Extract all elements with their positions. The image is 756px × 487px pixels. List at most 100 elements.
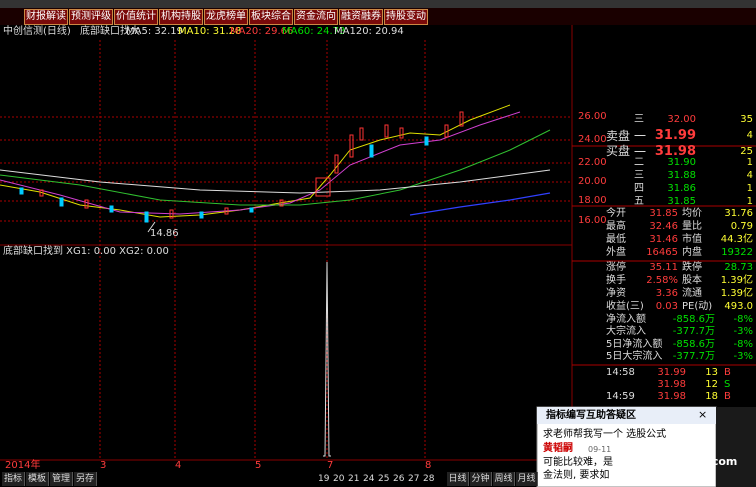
ma-label: MA5: 32.19	[126, 26, 184, 37]
book-price: 31.85	[667, 196, 696, 207]
trade-volume: 18	[705, 391, 718, 402]
flow-pct: -3%	[733, 326, 753, 337]
book-label: 买盘	[606, 144, 631, 158]
trade-side: S	[724, 379, 731, 390]
flow-pct: -8%	[733, 339, 753, 350]
bottom-tab[interactable]: 指标	[2, 472, 25, 486]
date-label: 5	[255, 460, 262, 471]
toolbar-tab[interactable]: 资金流向	[294, 9, 338, 25]
period-tab[interactable]: 月线	[516, 472, 538, 486]
book-price: 31.86	[667, 183, 696, 194]
trade-price: 31.98	[657, 391, 686, 402]
ma-line	[0, 169, 551, 194]
book-level: 一	[634, 129, 647, 143]
book-volume: 35	[740, 114, 753, 125]
toolbar-tab[interactable]: 持股变动	[384, 9, 428, 25]
book-volume: 1	[746, 157, 753, 168]
date-label: 8	[425, 460, 432, 471]
popup-title: 指标编写互助答疑区	[546, 410, 636, 421]
date-label: 7	[327, 460, 334, 471]
day-label: 20	[333, 474, 345, 484]
period-tab[interactable]: 分钟	[470, 472, 492, 486]
stat-label: 流通	[682, 288, 702, 299]
stat-value: 35.11	[649, 262, 678, 273]
book-volume: 1	[746, 196, 753, 207]
book-price: 31.88	[667, 170, 696, 181]
stat-value: 0.03	[655, 301, 678, 312]
flow-value: -858.6万	[672, 339, 715, 350]
flow-value: -377.7万	[672, 326, 715, 337]
trade-time: 14:59	[606, 391, 635, 402]
flow-label: 5日净流入额	[606, 339, 663, 350]
stat-value: 2.58%	[646, 275, 678, 286]
day-label: 25	[378, 474, 390, 484]
flow-value: -858.6万	[672, 314, 715, 325]
stat-value: 44.3亿	[720, 234, 753, 245]
price-tick: 16.00	[578, 215, 607, 226]
flow-pct: -8%	[733, 314, 753, 325]
stat-value: 31.85	[649, 208, 678, 219]
stat-label: 市值	[682, 234, 702, 245]
bottom-tab[interactable]: 另存为	[74, 472, 97, 486]
book-price: 31.90	[667, 157, 696, 168]
stat-value: 3.36	[655, 288, 678, 299]
date-label: 4	[175, 460, 182, 471]
grid	[0, 40, 572, 460]
stat-value: 28.73	[724, 262, 753, 273]
book-label: 卖盘	[606, 129, 631, 143]
bottom-tab[interactable]: 模板	[26, 472, 49, 486]
ma-label: MA120: 20.94	[334, 26, 404, 37]
watermark: www.7gpzb.com	[636, 455, 738, 468]
bottom-tab[interactable]: 管理	[50, 472, 73, 486]
low-pointer	[147, 221, 156, 233]
stat-label: 涨停	[606, 262, 626, 273]
low-label: 14.86	[150, 228, 179, 239]
sub-header: 底部缺口找到 XG1: 0.00 XG2: 0.00	[3, 246, 169, 257]
period-tab[interactable]: 日线	[447, 472, 469, 486]
stat-label: PE(动)	[682, 301, 713, 312]
stat-value: 31.76	[724, 208, 753, 219]
toolbar-tab[interactable]: 龙虎榜单	[204, 9, 248, 25]
book-price: 31.98	[654, 144, 696, 159]
toolbar-tab[interactable]: 机构持股	[159, 9, 203, 25]
book-level: 一	[634, 145, 647, 159]
popup-question: 求老师帮我写一个 选股公式	[543, 429, 667, 440]
date-label: 3	[100, 460, 107, 471]
popup-close[interactable]: ×	[698, 408, 708, 421]
stat-label: 股本	[682, 275, 702, 286]
stat-value: 1.39亿	[720, 288, 753, 299]
day-label: 21	[348, 474, 360, 484]
period-tab[interactable]: 周线	[493, 472, 515, 486]
price-tick: 20.00	[578, 176, 607, 187]
day-label: 26	[393, 474, 405, 484]
book-volume: 4	[746, 170, 753, 181]
stat-label: 收益(三)	[606, 301, 644, 312]
trade-side: B	[724, 367, 731, 378]
day-label: 28	[423, 474, 435, 484]
stat-label: 最低	[606, 234, 626, 245]
menu-bar	[0, 0, 756, 8]
day-label: 19	[318, 474, 330, 484]
trade-time: 14:58	[606, 367, 635, 378]
popup-date: 09-11	[588, 445, 612, 454]
ma-label: MA20: 29.66	[230, 26, 294, 37]
toolbar-tab[interactable]: 财报解读	[24, 9, 68, 25]
toolbar-tab[interactable]: 价值统计	[114, 9, 158, 25]
toolbar-tab[interactable]: 预测评级	[69, 9, 113, 25]
stat-label: 量比	[682, 221, 702, 232]
indicator-name: 底部缺口找大	[80, 26, 140, 37]
price-tick: 18.00	[578, 195, 607, 206]
signal-spike	[323, 261, 331, 457]
book-price: 32.00	[667, 114, 696, 125]
toolbar-tab[interactable]: 融资融券	[339, 9, 383, 25]
popup-author: 黄韬嗣	[543, 443, 573, 454]
book-price: 31.99	[654, 128, 696, 143]
stat-label: 换手	[606, 275, 626, 286]
flow-label: 大宗流入	[606, 326, 646, 337]
stat-label: 今开	[606, 208, 626, 219]
price-tick: 24.00	[578, 134, 607, 145]
toolbar-tab[interactable]: 板块综合	[249, 9, 293, 25]
stat-label: 外盘	[606, 247, 626, 258]
